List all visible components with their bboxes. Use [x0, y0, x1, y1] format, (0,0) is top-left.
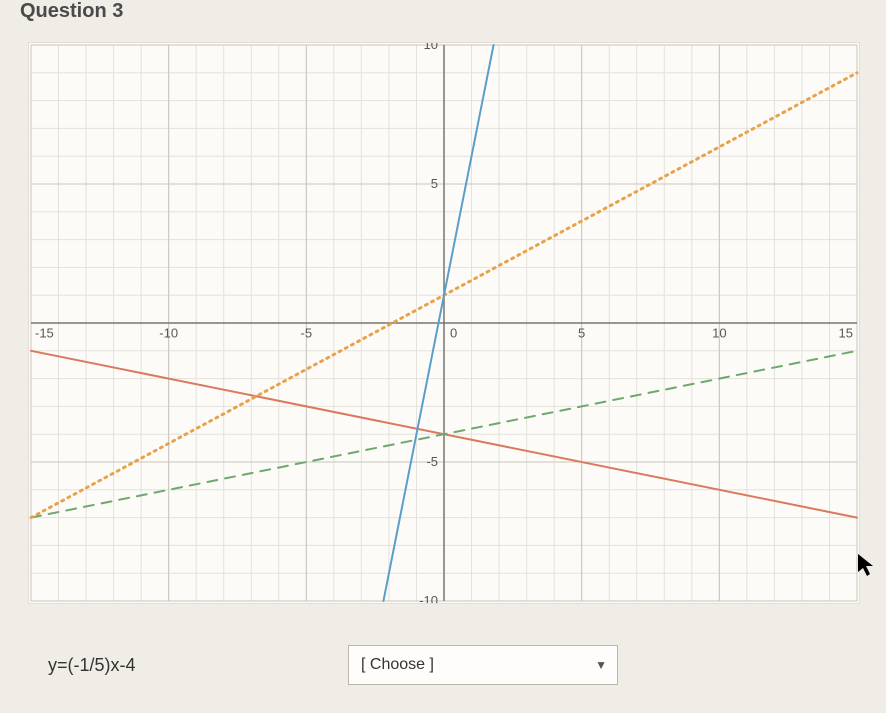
svg-text:15: 15 — [839, 326, 853, 341]
svg-text:-10: -10 — [419, 593, 438, 603]
svg-text:5: 5 — [578, 326, 585, 341]
answer-select-placeholder: [ Choose ] — [361, 656, 434, 674]
line-chart: -15 -10 -5 0 5 10 15 -10 -5 5 10 — [29, 43, 859, 603]
svg-text:-5: -5 — [301, 326, 313, 341]
equation-label: y=(-1/5)x-4 — [48, 655, 348, 676]
answer-row: y=(-1/5)x-4 [ Choose ] ▼ — [48, 640, 848, 690]
svg-text:-10: -10 — [159, 326, 178, 341]
svg-text:-15: -15 — [35, 326, 54, 341]
question-title: Question 3 — [20, 0, 123, 23]
answer-select[interactable]: [ Choose ] ▼ — [348, 645, 618, 685]
page-root: Question 3 -15 -10 -5 0 5 10 15 -10 -5 5 10 y=(-1/… — [0, 0, 886, 713]
svg-text:10: 10 — [712, 326, 726, 341]
svg-text:5: 5 — [431, 176, 438, 191]
svg-text:0: 0 — [450, 326, 457, 341]
svg-text:10: 10 — [424, 43, 438, 52]
chevron-down-icon: ▼ — [595, 658, 607, 672]
cursor-icon — [858, 554, 878, 578]
svg-text:-5: -5 — [426, 454, 438, 469]
chart-panel: -15 -10 -5 0 5 10 15 -10 -5 5 10 — [28, 42, 860, 604]
